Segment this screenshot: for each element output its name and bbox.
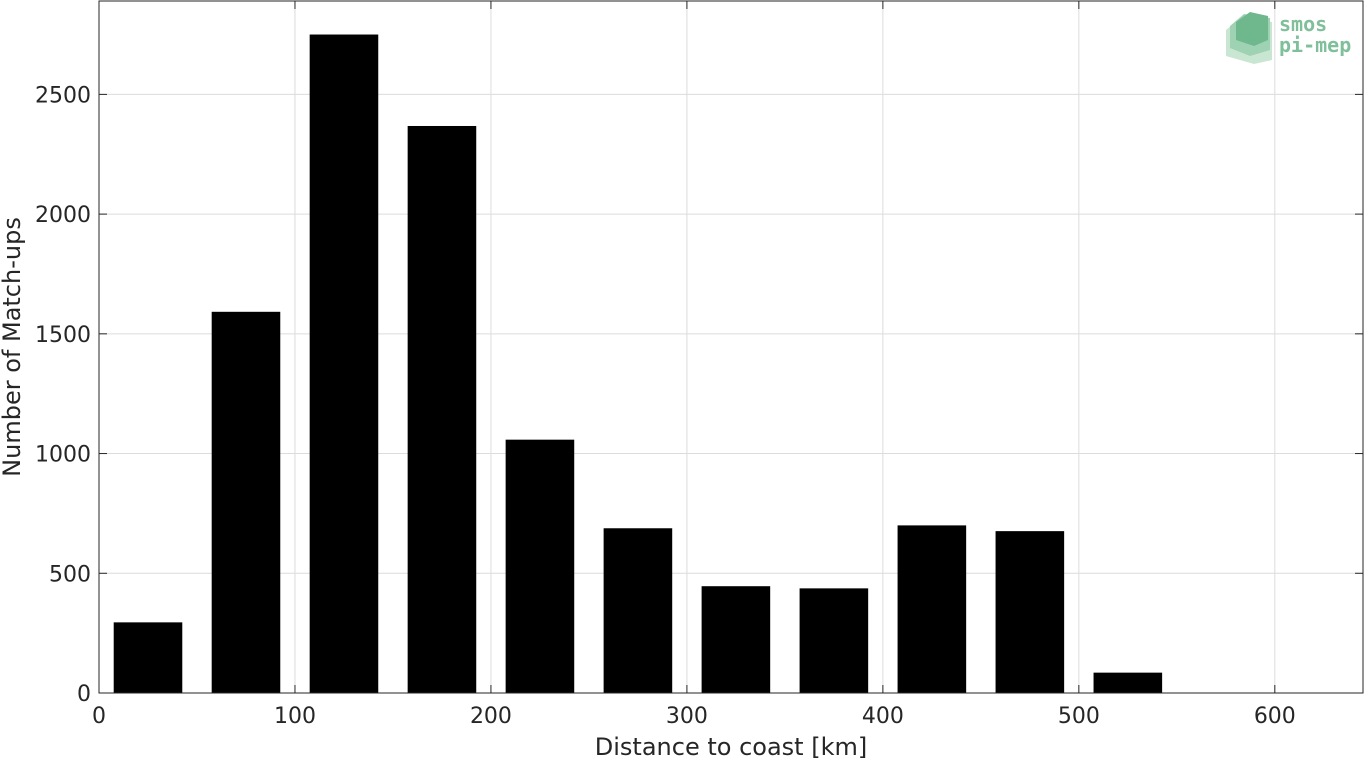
x-tick-label: 0 [92, 704, 106, 729]
bar [211, 311, 281, 693]
x-tick-label: 200 [470, 704, 512, 729]
plot-frame [98, 0, 1364, 694]
x-tick-label: 400 [862, 704, 904, 729]
y-tick-label: 1000 [35, 443, 91, 468]
x-tick-label: 300 [666, 704, 708, 729]
bar [113, 622, 183, 693]
bar [799, 588, 869, 693]
bar [897, 525, 967, 693]
bar [701, 586, 771, 693]
y-tick-label: 500 [49, 562, 91, 587]
logo-mark-icon [1226, 12, 1272, 64]
y-tick-label: 2500 [35, 83, 91, 108]
x-tick-label: 100 [274, 704, 316, 729]
y-axis-ticks: 0 500 1000 1500 2000 2500 [35, 83, 1363, 707]
logo-text-smos: smos [1279, 12, 1327, 36]
bar [309, 34, 379, 694]
y-tick-label: 0 [77, 682, 91, 707]
y-tick-label: 2000 [35, 203, 91, 228]
y-axis-label: Number of Match-ups [0, 217, 26, 477]
bar [505, 439, 575, 693]
x-tick-label: 600 [1254, 704, 1296, 729]
smos-pimep-logo: smos pi-mep [1226, 12, 1351, 64]
x-tick-label: 500 [1058, 704, 1100, 729]
bar [603, 528, 673, 693]
bar [407, 125, 477, 693]
x-axis-ticks: 0 100 200 300 400 500 600 [92, 1, 1296, 729]
x-axis-label: Distance to coast [km] [595, 733, 867, 760]
bars-group [113, 34, 1163, 694]
bar [1093, 672, 1163, 693]
logo-text-pimep: pi-mep [1279, 33, 1351, 57]
bar [995, 531, 1065, 693]
y-tick-label: 1500 [35, 323, 91, 348]
